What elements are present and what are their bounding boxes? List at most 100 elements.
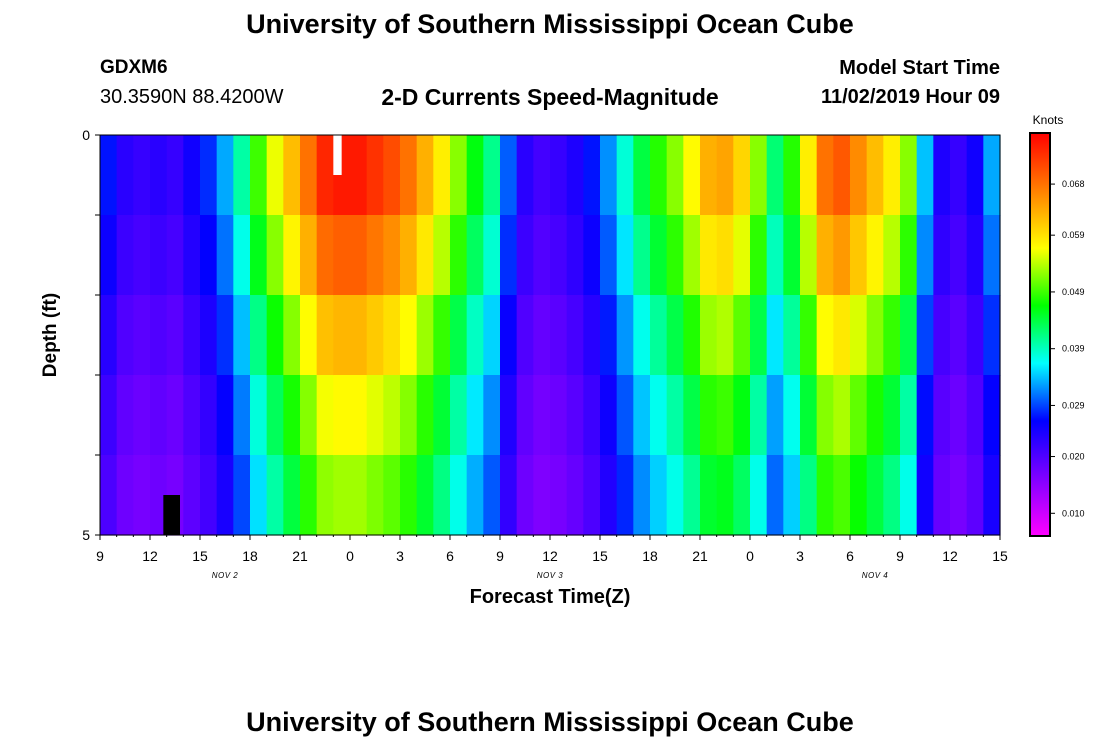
heatmap-cell <box>383 375 401 456</box>
heatmap-cell <box>250 455 268 536</box>
heatmap-cell <box>450 295 468 376</box>
heatmap-cell <box>116 135 134 216</box>
heatmap-cell <box>650 455 668 536</box>
heatmap-cell <box>633 375 651 456</box>
heatmap-cell <box>783 215 801 296</box>
heatmap-cell <box>116 215 134 296</box>
heatmap-cell <box>466 215 484 296</box>
heatmap-cell <box>533 215 551 296</box>
heatmap-cell <box>100 135 118 216</box>
page-title: University of Southern Mississippi Ocean… <box>246 9 854 39</box>
x-tick-label: 15 <box>192 548 208 564</box>
heatmap-cell <box>583 295 601 376</box>
heatmap-cell <box>133 135 151 216</box>
colorbar-ticks: 0.010 0.020 0.029 0.039 0.049 0.059 0.068 <box>1050 179 1085 518</box>
heatmap-cell <box>500 215 518 296</box>
heatmap-cell <box>550 455 568 536</box>
heatmap-cell <box>166 135 184 216</box>
colorbar-tick-label: 0.039 <box>1062 344 1085 354</box>
heatmap-cell <box>716 455 734 536</box>
heatmap-cell <box>933 455 951 536</box>
x-tick-label: 0 <box>346 548 354 564</box>
heatmap-cell <box>450 375 468 456</box>
heatmap-cell <box>100 215 118 296</box>
heatmap-cell <box>500 375 518 456</box>
heatmap-cell <box>916 215 934 296</box>
y-tick-label: 5 <box>82 527 90 543</box>
heatmap-cell <box>166 215 184 296</box>
heatmap-cell <box>283 455 301 536</box>
heatmap-cell <box>150 375 168 456</box>
heatmap-cell <box>150 215 168 296</box>
heatmap-cell <box>366 135 384 216</box>
missing-data-cell <box>163 495 180 535</box>
heatmap-cell <box>516 135 534 216</box>
heatmap-cell <box>883 375 901 456</box>
x-date-label: NOV 3 <box>537 571 564 580</box>
colorbar-tick-label: 0.010 <box>1062 508 1085 518</box>
heatmap-cell <box>616 215 634 296</box>
heatmap-cell <box>433 135 451 216</box>
heatmap-cell <box>950 455 968 536</box>
heatmap-cell <box>800 455 818 536</box>
heatmap-cell <box>133 455 151 536</box>
heatmap-cell <box>516 375 534 456</box>
heatmap-cells <box>100 135 1001 536</box>
heatmap-cell <box>816 455 834 536</box>
heatmap-cell <box>550 375 568 456</box>
heatmap-cell <box>483 135 501 216</box>
heatmap-cell <box>283 215 301 296</box>
heatmap-cell <box>700 135 718 216</box>
heatmap-cell <box>550 295 568 376</box>
heatmap-cell <box>100 375 118 456</box>
heatmap-cell <box>716 295 734 376</box>
heatmap-cell <box>133 375 151 456</box>
heatmap-cell <box>866 135 884 216</box>
x-tick-label: 18 <box>242 548 258 564</box>
heatmap-cell <box>833 295 851 376</box>
heatmap-cell <box>750 135 768 216</box>
colorbar-tick-label: 0.029 <box>1062 400 1085 410</box>
heatmap-cell <box>816 215 834 296</box>
heatmap-cell <box>300 295 318 376</box>
heatmap-cell <box>866 215 884 296</box>
heatmap-cell <box>683 135 701 216</box>
heatmap-cell <box>366 375 384 456</box>
heatmap-cell <box>350 135 368 216</box>
heatmap-cell <box>766 455 784 536</box>
heatmap-cell <box>183 375 201 456</box>
heatmap-cell <box>766 135 784 216</box>
heatmap-cell <box>366 295 384 376</box>
heatmap-cell <box>750 295 768 376</box>
missing-data-cells <box>163 135 342 535</box>
heatmap-cell <box>800 375 818 456</box>
heatmap-cell <box>416 455 434 536</box>
heatmap-cell <box>850 215 868 296</box>
heatmap-cell <box>250 295 268 376</box>
heatmap-cell <box>483 375 501 456</box>
x-tick-label: 9 <box>496 548 504 564</box>
heatmap-cell <box>283 375 301 456</box>
heatmap-cell <box>666 135 684 216</box>
x-tick-label: 3 <box>396 548 404 564</box>
heatmap-cell <box>666 375 684 456</box>
heatmap-cell <box>100 455 118 536</box>
heatmap-cell <box>200 215 218 296</box>
x-tick-label: 12 <box>142 548 158 564</box>
heatmap-cell <box>766 375 784 456</box>
colorbar-tick-label: 0.068 <box>1062 179 1085 189</box>
x-tick-label: 15 <box>992 548 1008 564</box>
heatmap-cell <box>466 295 484 376</box>
heatmap-cell <box>116 295 134 376</box>
heatmap-cell <box>400 135 418 216</box>
heatmap-cell <box>816 295 834 376</box>
heatmap-cell <box>583 135 601 216</box>
footer-title: University of Southern Mississippi Ocean… <box>246 707 854 737</box>
heatmap-cell <box>833 455 851 536</box>
heatmap-cell <box>683 455 701 536</box>
heatmap-cell <box>350 455 368 536</box>
heatmap-cell <box>500 295 518 376</box>
heatmap-cell <box>433 375 451 456</box>
heatmap-cell <box>883 455 901 536</box>
